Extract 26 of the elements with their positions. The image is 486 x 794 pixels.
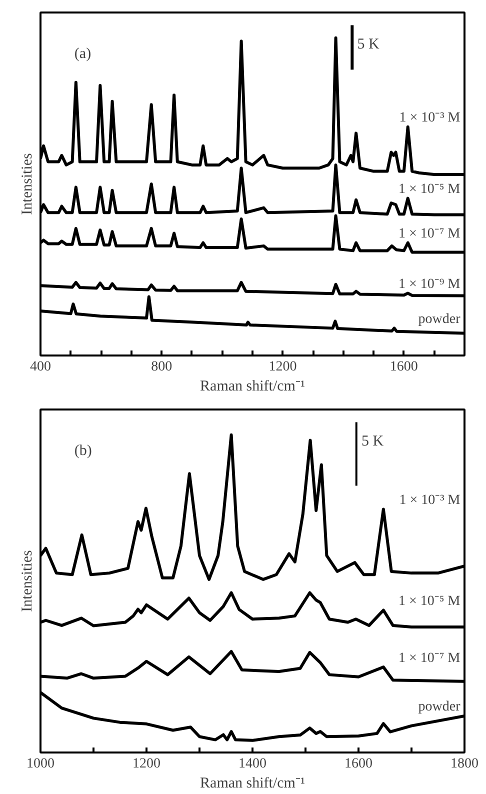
series-label: powder xyxy=(418,312,461,327)
x-tick-label: 1000 xyxy=(26,756,54,772)
series-label: 1 × 10⁻³ M xyxy=(399,110,461,126)
x-tick-label: 1200 xyxy=(132,756,160,772)
x-tick-label: 400 xyxy=(30,360,51,374)
x-tick-label: 1600 xyxy=(390,360,418,374)
series-label: 1 × 10⁻⁷ M xyxy=(398,226,461,242)
x-tick-label: 1400 xyxy=(238,756,266,772)
x-tick-label: 1600 xyxy=(344,756,372,772)
x-tick-label: 800 xyxy=(151,360,172,374)
series-label: 1 × 10⁻⁵ M xyxy=(398,594,461,609)
annotation: 5 K xyxy=(361,433,384,450)
x-axis-title: Raman shift/cm⁻¹ xyxy=(200,776,305,792)
series-label: 1 × 10⁻⁹ M xyxy=(398,276,461,292)
annotation: (a) xyxy=(74,46,92,62)
x-tick-label: 1800 xyxy=(450,756,478,772)
annotation: (b) xyxy=(74,442,92,459)
y-axis-title: Intensities xyxy=(20,153,36,215)
series-label: powder xyxy=(418,700,461,715)
x-axis-title: Raman shift/cm⁻¹ xyxy=(200,378,305,394)
annotation: 5 K xyxy=(357,36,380,52)
series-label: 1 × 10⁻³ M xyxy=(399,492,461,508)
x-tick-label: 1200 xyxy=(268,360,297,374)
series-label: 1 × 10⁻⁷ M xyxy=(398,650,461,666)
series-label: 1 × 10⁻⁵ M xyxy=(398,182,461,198)
y-axis-title: Intensities xyxy=(20,550,36,612)
